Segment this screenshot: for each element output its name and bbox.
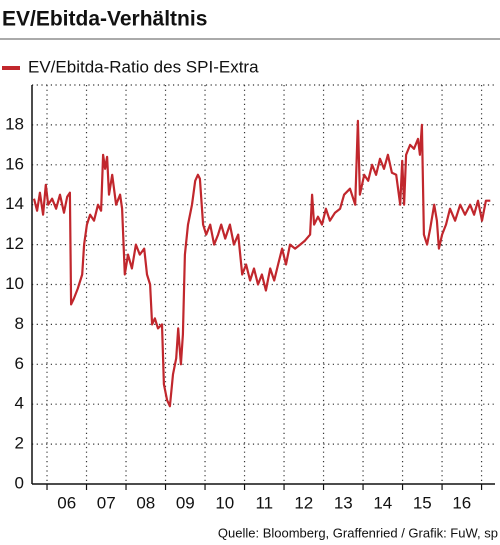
- y-tick-label: 16: [5, 154, 24, 173]
- y-tick-label: 10: [5, 274, 24, 293]
- y-tick-label: 2: [15, 434, 24, 453]
- x-tick-label: 13: [334, 493, 353, 512]
- y-tick-label: 12: [5, 234, 24, 253]
- x-tick-label: 06: [57, 493, 76, 512]
- y-tick-label: 6: [15, 354, 24, 373]
- x-tick-label: 08: [136, 493, 155, 512]
- x-tick-label: 07: [97, 493, 116, 512]
- y-tick-label: 8: [15, 314, 24, 333]
- y-tick-label: 14: [5, 194, 24, 213]
- legend: EV/Ebitda-Ratio des SPI-Extra: [2, 57, 259, 76]
- x-tick-label: 16: [452, 493, 471, 512]
- x-tick-label: 10: [215, 493, 234, 512]
- y-tick-label: 18: [5, 114, 24, 133]
- y-tick-label: 0: [15, 473, 24, 492]
- source-note: Quelle: Bloomberg, Graffenried / Grafik:…: [218, 525, 498, 540]
- data-line: [32, 119, 491, 408]
- chart-title: EV/Ebitda-Verhältnis: [2, 8, 207, 31]
- y-tick-label: 4: [15, 394, 24, 413]
- x-tick-label: 12: [294, 493, 313, 512]
- x-tick-label: 15: [413, 493, 432, 512]
- x-tick-label: 11: [255, 493, 273, 512]
- x-tick-label: 09: [176, 493, 195, 512]
- x-tick-label: 14: [373, 493, 392, 512]
- legend-label: EV/Ebitda-Ratio des SPI-Extra: [28, 57, 259, 76]
